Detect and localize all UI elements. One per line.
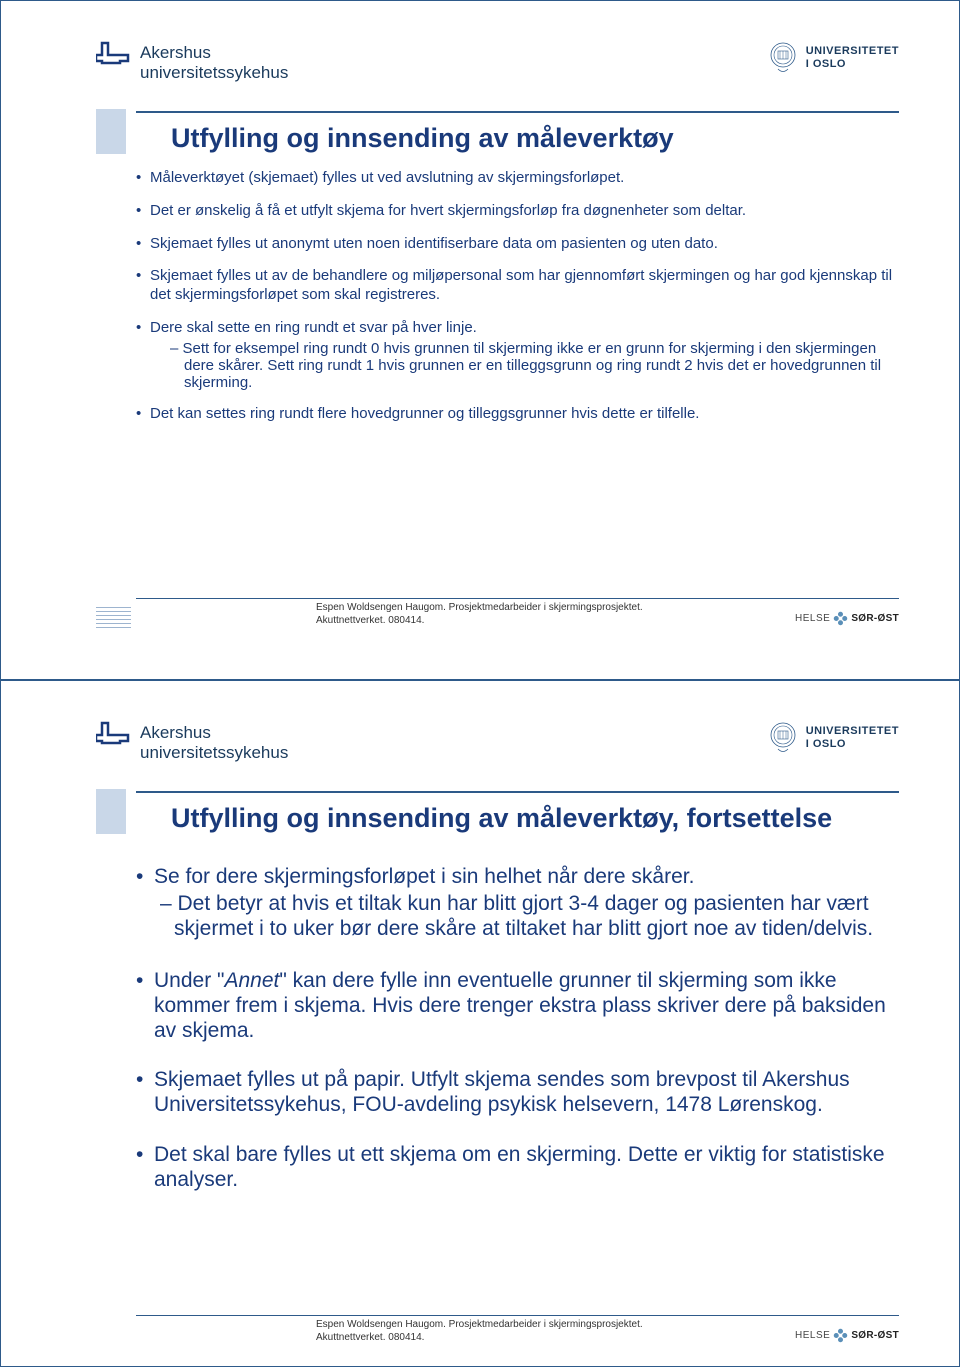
bullet-item: •Skjemaet fylles ut av de behandlere og … [136, 267, 894, 305]
akershus-name-2: universitetssykehus [140, 63, 288, 83]
sorost-label: SØR-ØST [851, 1330, 899, 1341]
footer-rule [136, 1315, 899, 1316]
bullet-item: •Se for dere skjermingsforløpet i sin he… [136, 864, 894, 889]
slide-title: Utfylling og innsending av måleverktøy, … [171, 803, 832, 834]
akershus-name-1: Akershus [140, 43, 288, 63]
sorost-label: SØR-ØST [851, 613, 899, 624]
bullet-item: •Det er ønskelig å få et utfylt skjema f… [136, 202, 894, 221]
decorative-stripes [96, 607, 131, 631]
helse-label: HELSE [795, 1330, 830, 1341]
slide-1: Akershus universitetssykehus UNIVERSITET… [0, 0, 960, 680]
bullet-item: •Måleverktøyet (skjemaet) fylles ut ved … [136, 169, 894, 188]
uio-name-1: UNIVERSITETET [806, 725, 899, 738]
slide-2: Akershus universitetssykehus UNIVERSITET… [0, 680, 960, 1367]
bullet-item: •Dere skal sette en ring rundt et svar p… [136, 319, 894, 338]
helse-label: HELSE [795, 613, 830, 624]
uio-seal-icon [768, 721, 798, 755]
decorative-block [96, 109, 126, 154]
uio-name-2: I OSLO [806, 738, 899, 751]
helse-dots-icon [833, 611, 849, 627]
uio-seal-icon [768, 41, 798, 75]
sub-bullet-item: – Sett for eksempel ring rundt 0 hvis gr… [136, 340, 894, 391]
helse-sorost-logo: HELSE SØR-ØST [795, 1330, 899, 1341]
uio-logo: UNIVERSITETET I OSLO [768, 41, 899, 75]
slide-header: Akershus universitetssykehus UNIVERSITET… [1, 1, 959, 92]
bullet-item: •Skjemaet fylles ut på papir. Utfylt skj… [136, 1067, 894, 1117]
akershus-logo: Akershus universitetssykehus [96, 721, 288, 762]
slide-content: •Se for dere skjermingsforløpet i sin he… [136, 864, 894, 1216]
footer-credit: Espen Woldsengen Haugom. Prosjektmedarbe… [316, 1318, 643, 1344]
akershus-name-1: Akershus [140, 723, 288, 743]
uio-name-2: I OSLO [806, 58, 899, 71]
bullet-item: •Skjemaet fylles ut anonymt uten noen id… [136, 235, 894, 254]
title-rule [136, 111, 899, 113]
akershus-logo-icon [96, 41, 132, 77]
bullet-item: •Det kan settes ring rundt flere hovedgr… [136, 405, 894, 424]
footer-rule [136, 598, 899, 599]
akershus-logo: Akershus universitetssykehus [96, 41, 288, 82]
uio-logo: UNIVERSITETET I OSLO [768, 721, 899, 755]
slide-header: Akershus universitetssykehus UNIVERSITET… [1, 681, 959, 772]
bullet-item: •Det skal bare fylles ut ett skjema om e… [136, 1142, 894, 1192]
slide-content: •Måleverktøyet (skjemaet) fylles ut ved … [136, 169, 894, 437]
helse-dots-icon [833, 1328, 849, 1344]
sub-bullet-item: – Det betyr at hvis et tiltak kun har bl… [136, 891, 894, 941]
title-rule [136, 791, 899, 793]
slide-title: Utfylling og innsending av måleverktøy [171, 123, 674, 154]
helse-sorost-logo: HELSE SØR-ØST [795, 613, 899, 624]
footer-credit: Espen Woldsengen Haugom. Prosjektmedarbe… [316, 601, 643, 627]
uio-name-1: UNIVERSITETET [806, 45, 899, 58]
decorative-block [96, 789, 126, 834]
akershus-name-2: universitetssykehus [140, 743, 288, 763]
bullet-item: •Under "Annet" kan dere fylle inn eventu… [136, 968, 894, 1044]
akershus-logo-icon [96, 721, 132, 757]
